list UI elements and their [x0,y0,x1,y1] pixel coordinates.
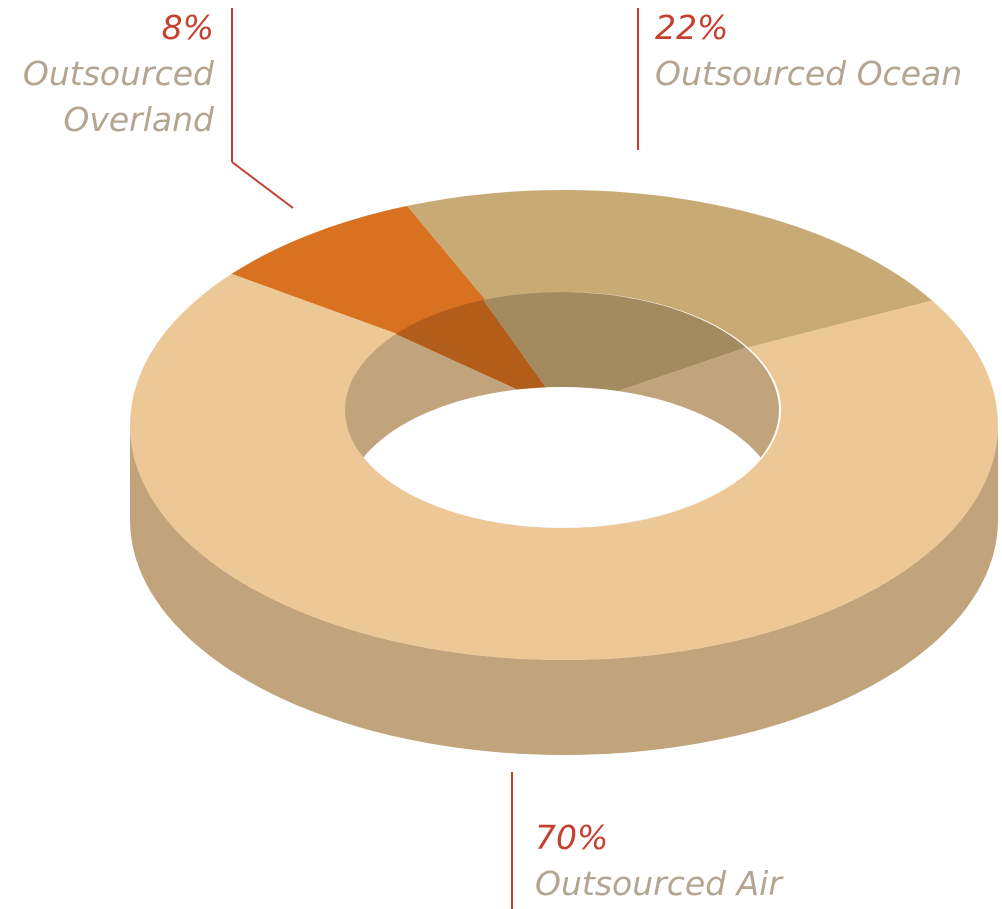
slice-label: 70% Outsourced Air [535,815,875,907]
inner-wall [444,292,779,410]
slice-label: 22% Outsourced Ocean [655,5,995,97]
donut-segment [231,205,486,335]
value-label: 70% [535,818,609,857]
category-label: Outsourced Air [535,864,782,903]
donut-segment [130,273,998,660]
side-wall [130,425,998,755]
donut-segment [407,190,933,348]
hole-opening [345,387,779,528]
category-label: Outsourced Overland [22,54,214,139]
category-label: Outsourced Ocean [655,54,963,93]
inner-wall [345,292,562,410]
leader-line [231,161,294,209]
value-label: 22% [655,8,729,47]
slice-label: 8% Outsourced Overland [0,5,214,143]
donut [130,190,998,755]
value-label: 8% [161,8,214,47]
